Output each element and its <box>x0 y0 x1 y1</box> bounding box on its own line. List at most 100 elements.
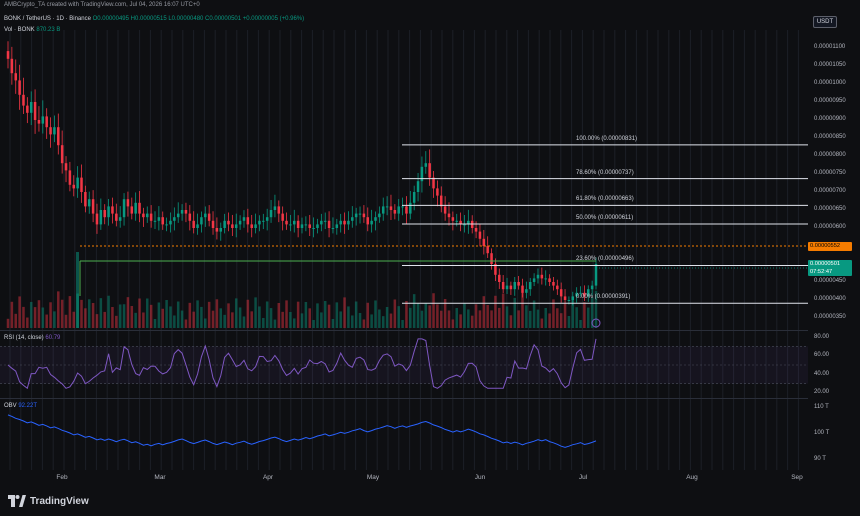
candle-body <box>118 217 122 221</box>
volume-bar <box>331 319 335 328</box>
volume-bar <box>339 311 342 328</box>
price-axis-label: 0.00001100 <box>814 44 846 50</box>
volume-bar <box>323 301 327 328</box>
volume-bar <box>273 319 277 328</box>
volume-bar <box>335 302 339 328</box>
candle-body <box>536 274 540 279</box>
volume-bar <box>72 311 76 328</box>
candle-body <box>196 224 199 228</box>
volume-bar <box>594 290 598 328</box>
volume-bar <box>277 303 281 328</box>
candle-body <box>362 213 366 218</box>
candle-body <box>80 177 83 192</box>
volume-bar <box>231 312 234 328</box>
candle-body <box>138 202 141 214</box>
volume-bar <box>556 308 559 328</box>
candle-body <box>381 206 385 214</box>
volume-bar <box>521 292 524 328</box>
volume-bar <box>68 296 72 328</box>
volume-bar <box>250 311 253 328</box>
candle-body <box>525 289 528 293</box>
volume-bar <box>455 308 458 328</box>
candle-body <box>262 220 265 222</box>
price-axis-label: 0.00001000 <box>814 80 846 86</box>
candle-body <box>107 206 110 218</box>
candle-body <box>378 213 381 218</box>
candle-body <box>370 220 373 225</box>
volume-bar <box>498 307 501 328</box>
time-axis-label: Feb <box>56 474 68 481</box>
price-axis-label: 0.00000700 <box>814 188 846 194</box>
current-price-value: 0.00000501 <box>810 261 841 267</box>
volume-bar <box>26 317 29 328</box>
candle-body <box>548 278 551 282</box>
volume-bar <box>49 302 52 328</box>
time-axis-label: Jun <box>474 474 486 481</box>
volume-bar <box>126 297 130 328</box>
volume-bar <box>33 307 37 328</box>
volume-bar <box>281 311 284 328</box>
price-axis-label: 0.00000800 <box>814 152 846 158</box>
candle-body <box>393 210 397 214</box>
pane-divider[interactable] <box>0 398 808 399</box>
obv-axis-100: 100 T <box>814 430 830 436</box>
candle-body <box>26 105 29 113</box>
volume-bar <box>374 300 377 328</box>
volume-bar <box>412 294 416 328</box>
candle-body <box>528 282 532 290</box>
volume-bar <box>22 306 25 328</box>
candle-body <box>95 213 99 225</box>
volume-bar <box>115 315 118 328</box>
time-axis-label: Mar <box>154 474 166 481</box>
volume-bar <box>575 307 578 328</box>
candle-body <box>238 220 242 225</box>
volume-bar <box>424 302 428 328</box>
volume-bar <box>169 306 172 328</box>
candle-body <box>200 217 203 225</box>
volume-bar <box>436 304 439 328</box>
candle-body <box>505 285 509 290</box>
candle-body <box>215 228 219 232</box>
volume-bar <box>134 312 137 328</box>
candle-body <box>440 195 443 207</box>
candle-body <box>389 206 393 210</box>
candle-body <box>563 296 567 300</box>
volume-bar <box>242 316 246 328</box>
candle-body <box>544 278 547 280</box>
candle-body <box>571 296 575 300</box>
candle-body <box>308 224 311 228</box>
volume-bar <box>544 308 547 328</box>
volume-bar <box>103 311 106 328</box>
candle-body <box>567 300 571 301</box>
candle-body <box>354 213 358 218</box>
volume-bar <box>219 308 223 328</box>
pane-divider[interactable] <box>0 330 808 331</box>
volume-bar <box>486 304 489 328</box>
volume-bar <box>111 307 114 328</box>
candle-body <box>509 285 513 290</box>
volume-legend: Vol · BONK 870.23 B <box>4 27 60 33</box>
currency-selector[interactable]: USDT <box>813 16 837 28</box>
price-axis-label: 0.00000450 <box>814 278 846 284</box>
volume-bar <box>80 299 83 328</box>
time-axis[interactable]: Feb Mar Apr May Jun Jul Aug Sep <box>0 470 808 486</box>
candle-body <box>463 224 466 226</box>
volume-bar <box>289 312 292 328</box>
volume-bar <box>548 313 551 328</box>
ohlc-legend: BONK / TetherUS · 1D · Binance O0.000004… <box>4 16 306 22</box>
volume-bar <box>207 301 211 328</box>
candle-body <box>358 213 362 215</box>
candle-body <box>304 224 308 226</box>
candle-body <box>443 206 447 214</box>
price-axis[interactable]: 0.00001100 0.00001050 0.00001000 0.00000950… <box>808 32 860 322</box>
candle-body <box>478 231 482 239</box>
volume-bar <box>312 320 315 328</box>
candle-body <box>53 127 56 135</box>
volume-bar <box>397 306 400 328</box>
price-axis-label: 0.00000350 <box>814 314 846 320</box>
tradingview-logo[interactable]: TradingView <box>8 494 89 508</box>
candle-body <box>231 224 234 228</box>
volume-bar <box>528 310 532 328</box>
